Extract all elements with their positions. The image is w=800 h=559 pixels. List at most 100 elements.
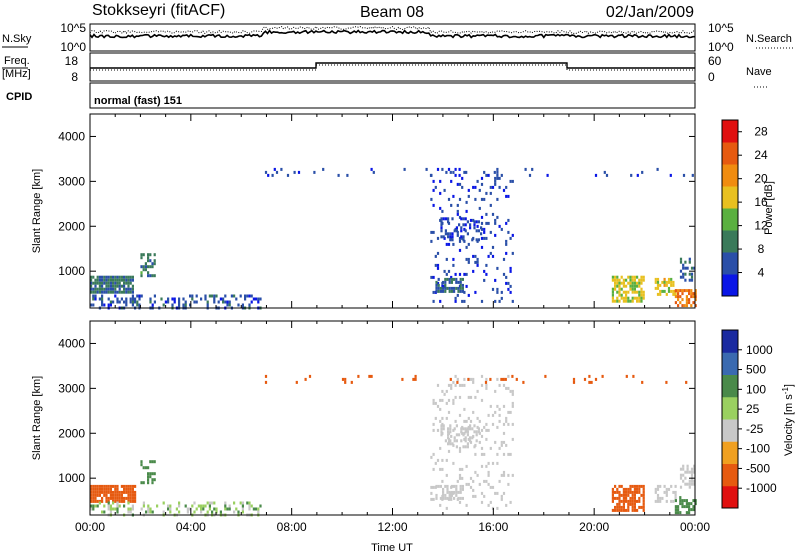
velocity-panel-cell [460,427,463,431]
power-panel-cell [674,295,677,299]
power-panel-cell [123,278,126,282]
power-panel-cell [455,286,458,290]
power-panel-cell [685,289,688,293]
velocity-panel-cell [156,504,159,508]
velocity-panel-cell [90,487,93,491]
power-panel-cell [465,257,468,261]
power-panel-cell [94,278,97,282]
velocity-panel-cell [665,490,668,494]
nsearch-tick-bottom: 10^0 [708,40,734,54]
power-panel-cell [123,290,126,294]
velocity-panel-cell [489,377,492,381]
freq-strip: Freq. [MHz] 18 8 60 0 Nave [2,52,772,88]
power-panel-cell [475,229,478,233]
velocity-panel-cell [654,487,657,491]
velocity-panel-cell [480,452,484,456]
power-panel-cell [509,284,512,288]
velocity-panel-cell [131,487,134,491]
velocity-panel-cell [116,504,119,508]
station-title: Stokkseyri (fitACF) [92,2,225,19]
power-panel-cell [456,293,459,297]
power-panel-cell [616,275,619,279]
power-panel-cell [440,226,443,230]
velocity-panel-cell [127,499,130,503]
power-panel-cell [224,300,227,304]
velocity-panel-cell [472,377,475,381]
power-panel-cell [455,280,458,284]
power-panel-cell [217,300,220,304]
velocity-panel-cell [469,485,473,489]
power-panel-cell [440,235,443,239]
power-panel-cell [638,284,641,288]
power-panel-cell [466,220,469,224]
velocity-panel-cell [114,487,117,491]
velocity-panel-cell [483,494,486,498]
velocity-panel-cell [498,407,501,411]
velocity-panel-cell [476,416,479,420]
power-panel-cell [461,176,464,180]
power-panel-cell [447,235,450,239]
power-panel-cell [271,173,274,177]
velocity-panel-cell [257,510,260,514]
velocity-panel-cell [120,493,123,497]
power-panel-cell [694,295,697,299]
velocity-panel-cell [92,504,95,508]
power-panel-cell [94,281,97,285]
power-panel-cell [480,227,484,231]
velocity-panel-cell [491,485,495,489]
power-panel-cell [458,215,462,219]
velocity-panel-cell [449,424,452,428]
power-frame [89,113,696,309]
power-panel-cell [92,275,95,279]
power-panel-cell [107,278,110,282]
power-panel-cell [439,289,442,293]
velocity-panel-cell [96,487,99,491]
velocity-panel-cell [665,380,668,384]
velocity-panel-cell [436,428,440,432]
velocity-panel-cell [588,380,591,384]
velocity-panel-cell [505,503,508,507]
power-panel-cell [480,215,484,219]
velocity-panel-cell [507,482,510,486]
power-panel-cell [147,265,150,269]
power-panel-cell [483,170,486,174]
power-panel-cell [640,275,643,279]
power-panel-cell [162,303,165,307]
power-panel-cell [451,235,454,239]
power-panel-cell [505,185,508,189]
power-panel-cell [465,200,468,204]
power-panel-cell [483,230,486,234]
power-panel-cell [280,167,283,171]
power-panel-cell [485,221,488,225]
power-panel-cell [485,236,488,240]
power-panel-cell [618,284,621,288]
velocity-panel-cell [618,502,621,506]
power-panel-cell [123,284,126,288]
power-panel-cell [622,299,625,303]
power-panel-cell [546,173,549,177]
power-panel-cell [94,290,97,294]
velocity-panel-cell [344,377,347,381]
power-panel-cell [458,173,461,177]
power-panel-cell [642,293,645,297]
velocity-panel-cell [465,464,468,468]
velocity-panel-cell [142,504,145,508]
power-panel-cell [473,226,476,230]
power-panel-cell [485,191,488,195]
power-panel-cell [92,290,95,294]
velocity-panel-cell [449,427,452,431]
power-panel-cell [101,303,104,307]
power-panel-cell [430,197,433,201]
power-panel-cell [94,294,97,298]
power-panel-cell [625,299,628,303]
velocity-panel-cell [694,499,697,503]
power-panel-cell [449,235,452,239]
power-panel-cell [461,283,464,287]
velocity-panel-cell [432,401,435,405]
velocity-panel-cell [455,487,458,491]
power-panel-cell [631,287,634,291]
velocity-panel-cell [92,493,95,497]
velocity-panel-cell [572,380,576,384]
velocity-panel-cell [679,473,683,477]
